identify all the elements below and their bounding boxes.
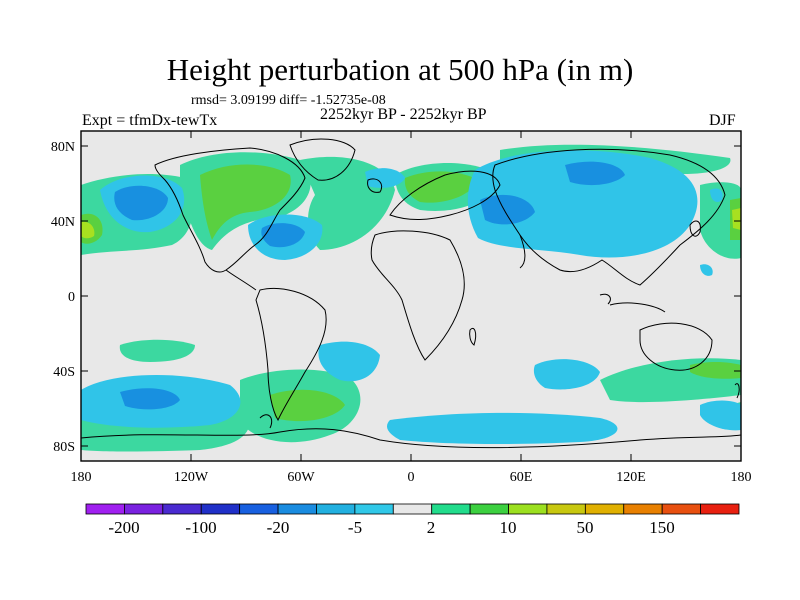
colorbar [85,503,740,515]
colorbar-swatch [277,503,317,515]
lon-label: 0 [408,470,415,485]
lon-label: 180 [71,470,92,485]
colorbar-swatch [85,503,125,515]
colorbar-label: 50 [577,518,594,537]
colorbar-swatch [546,503,586,515]
negative-anomaly-regions [81,150,741,445]
season-label: DJF [709,112,736,129]
lat-label: 80N [51,140,75,155]
lon-label: 120W [174,470,209,485]
colorbar-swatch [200,503,241,515]
lat-label: 40N [51,215,75,230]
colorbar-label: 2 [427,518,436,537]
colorbar-swatch [623,503,663,515]
colorbar-swatch [162,503,202,515]
lat-label: 80S [53,440,75,455]
colorbar-swatch [700,503,740,515]
colorbar-swatch [392,503,433,515]
lon-labels: 180 120W 60W 0 60E 120E 180 [71,470,752,485]
lat-label: 0 [68,290,75,305]
field-layer [81,131,741,461]
lon-label: 180 [731,470,752,485]
stats-text: rmsd= 3.09199 diff= -1.52735e-08 [191,93,386,108]
colorbar-swatch [584,503,625,515]
colorbar-swatch [354,503,394,515]
period-label: 2252kyr BP - 2252kyr BP [320,106,487,123]
lat-label: 40S [53,365,75,380]
colorbar-label: -100 [185,518,216,537]
coastlines [81,138,741,449]
experiment-label: Expt = tfmDx-tewTx [82,112,218,129]
colorbar-swatch [661,503,701,515]
colorbar-swatch [239,503,279,515]
colorbar-swatch [508,503,548,515]
lon-label: 120E [616,470,646,485]
lat-labels: 80N 40N 0 40S 80S [51,140,75,455]
page-title: Height perturbation at 500 hPa (in m) [166,52,634,87]
tick-marks [81,131,741,461]
colorbar-label: -200 [108,518,139,537]
peak-positive-regions [81,208,741,239]
colorbar-swatch [124,503,164,515]
colorbar-swatch [316,503,356,515]
strong-positive-regions [81,164,741,422]
colorbar-label: 150 [649,518,675,537]
lon-label: 60E [510,470,533,485]
strong-negative-regions [114,161,625,410]
colorbar-swatch [469,503,509,515]
colorbar-label: 10 [500,518,517,537]
colorbar-labels: -200 -100 -20 -5 2 10 50 150 [108,518,674,537]
colorbar-label: -5 [348,518,362,537]
lon-label: 60W [287,470,315,485]
colorbar-swatch [431,503,471,515]
colorbar-label: -20 [267,518,290,537]
